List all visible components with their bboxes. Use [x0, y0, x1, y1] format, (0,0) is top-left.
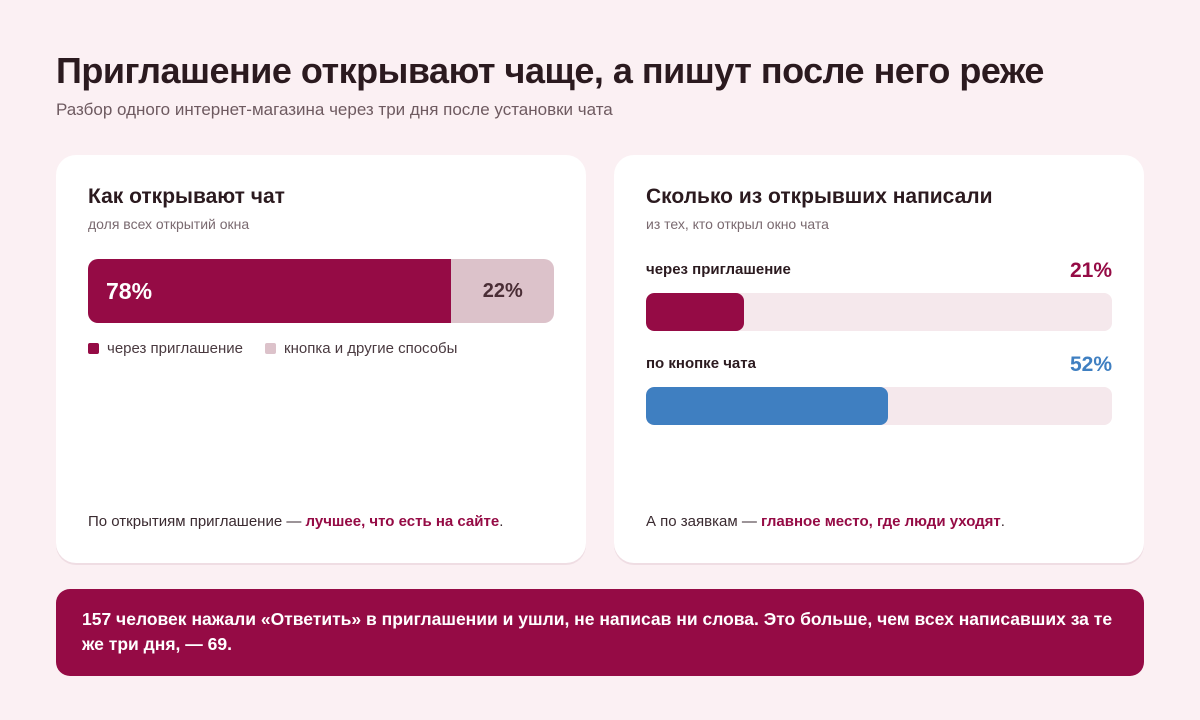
- page-title: Приглашение открывают чаще, а пишут посл…: [56, 50, 1044, 91]
- bar-track-invitation: [646, 293, 1112, 331]
- bar-segment-invitation: 78%: [88, 259, 452, 323]
- note-suffix: .: [1000, 513, 1005, 530]
- legend-label: кнопка и другие способы: [284, 340, 458, 357]
- card-title: Сколько из открывших написали: [646, 185, 993, 208]
- card-subtitle: из тех, кто открыл окно чата: [646, 216, 829, 232]
- note-highlight: главное место, где люди уходят: [761, 513, 1001, 530]
- card-subtitle: доля всех открытий окна: [88, 216, 250, 232]
- bar-track-button: [646, 387, 1112, 425]
- page-subtitle: Разбор одного интернет-магазина через тр…: [56, 100, 613, 119]
- bar-value-button: 52%: [1069, 353, 1112, 376]
- bar-label-button: по кнопке чата: [646, 355, 756, 372]
- conversion-card: Сколько из открывших написали из тех, кт…: [614, 155, 1144, 563]
- note-highlight: лучшее, что есть на сайте: [305, 513, 500, 530]
- card-note: По открытиям приглашение — лучшее, что е…: [88, 513, 503, 530]
- bar-label-invitation: через приглашение: [646, 261, 791, 278]
- card-note: А по заявкам — главное место, где люди у…: [646, 513, 1005, 530]
- bar-segment-button: 22%: [451, 259, 554, 323]
- bar-value-label: 78%: [106, 277, 153, 304]
- bar-value-invitation: 21%: [1069, 259, 1112, 282]
- legend-item-invitation: через приглашение: [88, 340, 243, 357]
- note-prefix: По открытиям приглашение —: [88, 513, 302, 530]
- legend-label: через приглашение: [107, 340, 244, 357]
- bar-fill-invitation: [646, 293, 744, 331]
- bar-value-label: 22%: [482, 279, 523, 302]
- banner-lead: 157 человек: [82, 609, 187, 629]
- legend-item-button: кнопка и другие способы: [265, 340, 457, 357]
- legend-swatch: [88, 343, 99, 354]
- stacked-bar: 78% 22%: [88, 259, 554, 323]
- summary-banner: 157 человек нажали «Ответить» в приглаше…: [56, 589, 1144, 676]
- chat-opening-card: Как открывают чат доля всех открытий окн…: [56, 155, 586, 563]
- banner-text: нажали «Ответить» в приглашении и ушли, …: [82, 609, 1113, 654]
- card-title: Как открывают чат: [88, 185, 285, 208]
- note-suffix: .: [499, 513, 504, 530]
- bar-fill-button: [646, 387, 889, 425]
- note-prefix: А по заявкам —: [646, 513, 757, 530]
- legend-swatch: [265, 343, 277, 354]
- legend: через приглашение кнопка и другие способ…: [88, 340, 457, 357]
